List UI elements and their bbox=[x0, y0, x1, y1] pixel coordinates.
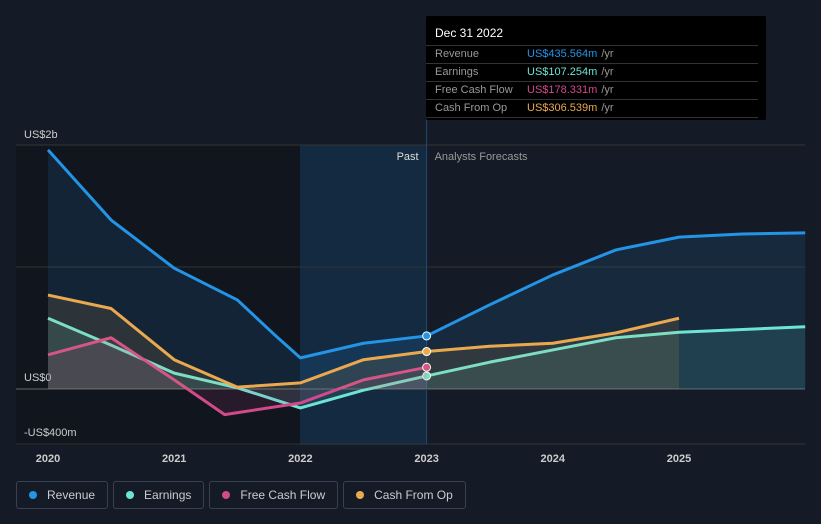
tooltip-label: Free Cash Flow bbox=[435, 84, 513, 96]
free-cash-flow-marker[interactable] bbox=[422, 362, 432, 372]
legend-label: Earnings bbox=[144, 488, 192, 502]
y-tick-label: US$0 bbox=[24, 372, 52, 384]
earnings-marker[interactable] bbox=[422, 371, 432, 381]
earnings-line bbox=[47, 316, 806, 410]
tooltip-unit: /yr bbox=[601, 48, 614, 60]
cash-from-op-area bbox=[48, 295, 679, 389]
revenue-marker[interactable] bbox=[422, 331, 432, 341]
legend-label: Free Cash Flow bbox=[240, 488, 326, 502]
tooltip-value: US$178.331m bbox=[527, 84, 598, 96]
forecast-label: Analysts Forecasts bbox=[435, 151, 528, 163]
legend-label: Revenue bbox=[47, 488, 96, 502]
legend-item-revenue[interactable]: Revenue bbox=[16, 481, 109, 509]
tooltip-value: US$107.254m bbox=[527, 66, 598, 78]
legend-dot-icon bbox=[222, 491, 231, 499]
legend: Revenue Earnings Free Cash Flow Cash From O… bbox=[16, 481, 466, 509]
legend-dot-icon bbox=[29, 491, 37, 499]
chart: US$2b US$0 -US$400m 2020 2021 2022 2023 2024 202… bbox=[16, 20, 806, 465]
free-cash-flow-line bbox=[47, 336, 427, 417]
y-tick-label: -US$400m bbox=[24, 427, 77, 439]
legend-item-earnings[interactable]: Earnings bbox=[113, 481, 205, 509]
x-tick-label: 2022 bbox=[288, 453, 312, 465]
tooltip-unit: /yr bbox=[601, 84, 614, 96]
tooltip: Dec 31 2022 Revenue US$435.564m/yr Earning… bbox=[426, 16, 766, 120]
tooltip-unit: /yr bbox=[601, 102, 614, 114]
tooltip-date: Dec 31 2022 bbox=[426, 16, 758, 46]
tooltip-row: Revenue US$435.564m/yr bbox=[426, 46, 758, 64]
x-tick-label: 2025 bbox=[667, 453, 691, 465]
tooltip-row: Earnings US$107.254m/yr bbox=[426, 64, 758, 82]
revenue-area bbox=[48, 149, 806, 389]
x-tick-label: 2020 bbox=[36, 453, 60, 465]
past-shade bbox=[16, 145, 300, 445]
tooltip-value: US$306.539m bbox=[527, 102, 598, 114]
past-label: Past bbox=[397, 151, 419, 163]
y-tick-label: US$2b bbox=[24, 129, 58, 141]
x-tick-label: 2021 bbox=[162, 453, 186, 465]
tooltip-row: Cash From Op US$306.539m/yr bbox=[426, 100, 758, 118]
tooltip-value: US$435.564m bbox=[527, 48, 598, 60]
tooltip-unit: /yr bbox=[601, 66, 614, 78]
legend-label: Cash From Op bbox=[374, 488, 453, 502]
tooltip-label: Revenue bbox=[435, 48, 480, 60]
x-tick-label: 2023 bbox=[414, 453, 438, 465]
cash-from-op-marker[interactable] bbox=[422, 347, 432, 357]
earnings-area bbox=[48, 318, 806, 408]
revenue-line bbox=[46, 148, 806, 360]
cash-from-op-line bbox=[47, 293, 680, 389]
tooltip-label: Earnings bbox=[435, 66, 479, 78]
tooltip-row: Free Cash Flow US$178.331m/yr bbox=[426, 82, 758, 100]
legend-item-free-cash-flow[interactable]: Free Cash Flow bbox=[209, 481, 339, 509]
tooltip-label: Cash From Op bbox=[435, 102, 508, 114]
legend-item-cash-from-op[interactable]: Cash From Op bbox=[343, 481, 466, 509]
legend-dot-icon bbox=[356, 491, 365, 499]
legend-dot-icon bbox=[126, 491, 135, 499]
x-tick-label: 2024 bbox=[541, 453, 566, 465]
